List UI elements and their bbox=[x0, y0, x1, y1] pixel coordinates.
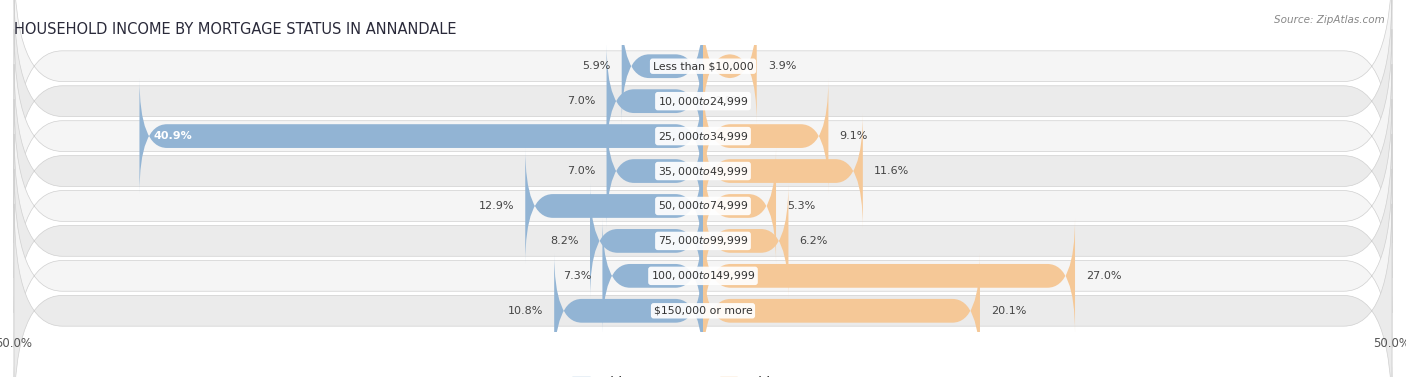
FancyBboxPatch shape bbox=[14, 169, 1392, 377]
Text: $150,000 or more: $150,000 or more bbox=[654, 306, 752, 316]
Text: 7.0%: 7.0% bbox=[567, 166, 596, 176]
FancyBboxPatch shape bbox=[703, 113, 863, 229]
FancyBboxPatch shape bbox=[14, 0, 1392, 173]
Text: $100,000 to $149,999: $100,000 to $149,999 bbox=[651, 269, 755, 282]
FancyBboxPatch shape bbox=[606, 43, 703, 159]
FancyBboxPatch shape bbox=[703, 148, 776, 264]
Text: 40.9%: 40.9% bbox=[153, 131, 193, 141]
Text: $25,000 to $34,999: $25,000 to $34,999 bbox=[658, 130, 748, 143]
FancyBboxPatch shape bbox=[14, 29, 1392, 243]
FancyBboxPatch shape bbox=[591, 183, 703, 299]
Text: 5.9%: 5.9% bbox=[582, 61, 610, 71]
FancyBboxPatch shape bbox=[14, 99, 1392, 313]
Text: 0.0%: 0.0% bbox=[714, 96, 742, 106]
FancyBboxPatch shape bbox=[703, 183, 789, 299]
FancyBboxPatch shape bbox=[703, 78, 828, 194]
Text: 12.9%: 12.9% bbox=[478, 201, 515, 211]
FancyBboxPatch shape bbox=[14, 134, 1392, 348]
Text: 5.3%: 5.3% bbox=[787, 201, 815, 211]
Text: Source: ZipAtlas.com: Source: ZipAtlas.com bbox=[1274, 15, 1385, 25]
Text: $50,000 to $74,999: $50,000 to $74,999 bbox=[658, 199, 748, 213]
FancyBboxPatch shape bbox=[14, 0, 1392, 208]
Text: $35,000 to $49,999: $35,000 to $49,999 bbox=[658, 164, 748, 178]
Text: 11.6%: 11.6% bbox=[875, 166, 910, 176]
Text: 7.0%: 7.0% bbox=[567, 96, 596, 106]
Text: 20.1%: 20.1% bbox=[991, 306, 1026, 316]
FancyBboxPatch shape bbox=[703, 253, 980, 369]
Text: 7.3%: 7.3% bbox=[562, 271, 592, 281]
FancyBboxPatch shape bbox=[139, 78, 703, 194]
FancyBboxPatch shape bbox=[602, 218, 703, 334]
FancyBboxPatch shape bbox=[703, 218, 1076, 334]
Text: $75,000 to $99,999: $75,000 to $99,999 bbox=[658, 234, 748, 247]
Text: HOUSEHOLD INCOME BY MORTGAGE STATUS IN ANNANDALE: HOUSEHOLD INCOME BY MORTGAGE STATUS IN A… bbox=[14, 22, 457, 37]
Text: 3.9%: 3.9% bbox=[768, 61, 796, 71]
Text: $10,000 to $24,999: $10,000 to $24,999 bbox=[658, 95, 748, 108]
FancyBboxPatch shape bbox=[526, 148, 703, 264]
FancyBboxPatch shape bbox=[606, 113, 703, 229]
Text: 27.0%: 27.0% bbox=[1085, 271, 1122, 281]
FancyBboxPatch shape bbox=[703, 8, 756, 124]
FancyBboxPatch shape bbox=[621, 8, 703, 124]
Text: 6.2%: 6.2% bbox=[800, 236, 828, 246]
Text: Less than $10,000: Less than $10,000 bbox=[652, 61, 754, 71]
Text: 10.8%: 10.8% bbox=[508, 306, 543, 316]
FancyBboxPatch shape bbox=[554, 253, 703, 369]
FancyBboxPatch shape bbox=[14, 204, 1392, 377]
Text: 8.2%: 8.2% bbox=[551, 236, 579, 246]
Legend: Without Mortgage, With Mortgage: Without Mortgage, With Mortgage bbox=[572, 376, 834, 377]
Text: 9.1%: 9.1% bbox=[839, 131, 868, 141]
FancyBboxPatch shape bbox=[14, 64, 1392, 278]
